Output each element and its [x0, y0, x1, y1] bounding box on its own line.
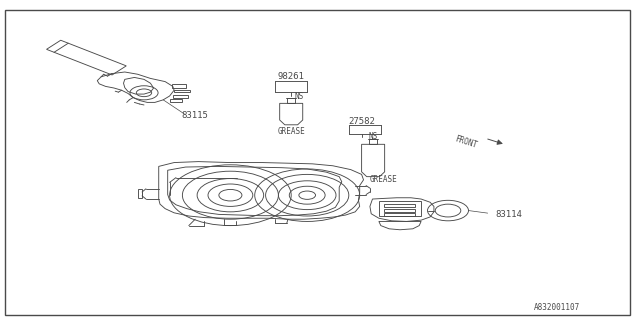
Text: GREASE: GREASE: [277, 127, 305, 136]
Text: 27582: 27582: [348, 117, 375, 126]
Text: NS: NS: [295, 92, 304, 100]
Text: GREASE: GREASE: [370, 175, 398, 184]
Text: NS: NS: [369, 132, 378, 140]
Text: 98261: 98261: [278, 72, 305, 81]
Text: A832001107: A832001107: [534, 303, 580, 312]
Text: 83114: 83114: [495, 210, 522, 219]
Text: 83115: 83115: [182, 111, 209, 120]
Text: FRONT: FRONT: [454, 134, 478, 150]
